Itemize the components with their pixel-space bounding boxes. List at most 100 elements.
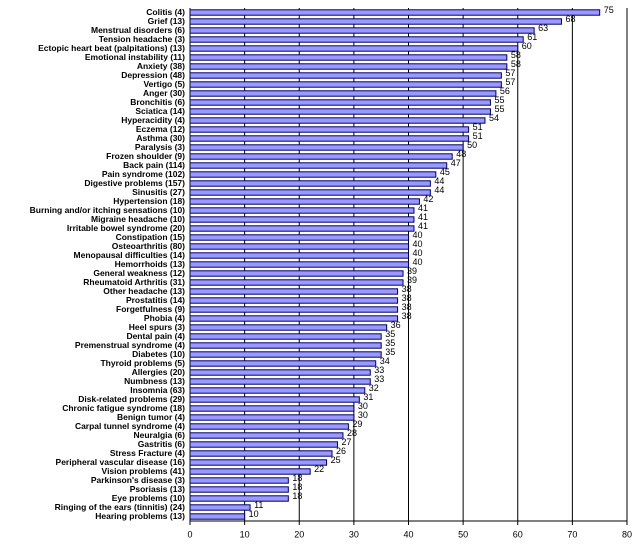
y-tick-label: Anger (30) (143, 88, 185, 98)
data-label: 40 (413, 257, 423, 267)
bar (189, 135, 470, 142)
y-tick-label: Frozen shoulder (9) (106, 151, 185, 161)
data-label: 40 (413, 239, 423, 249)
x-tick-label: 60 (513, 529, 523, 539)
bar (189, 387, 366, 394)
bar (189, 117, 486, 124)
data-label: 39 (407, 266, 417, 276)
y-tick-label: Other headache (13) (103, 286, 185, 296)
y-tick-label: Stress Fracture (4) (110, 448, 185, 458)
y-tick-label: Forgetfulness (9) (116, 304, 185, 314)
data-label: 50 (467, 140, 477, 150)
y-tick-label: Heel spurs (3) (129, 322, 185, 332)
data-label: 68 (565, 14, 575, 24)
bar (189, 432, 344, 439)
y-tick-label: Phobia (4) (144, 313, 185, 323)
bar (189, 495, 289, 502)
bar (189, 414, 355, 421)
bar (189, 288, 399, 295)
y-tick-label: Eczema (12) (136, 124, 185, 134)
bar (189, 45, 519, 52)
bar (189, 234, 409, 241)
y-tick-label: Osteoarthritis (80) (112, 241, 185, 251)
data-label: 11 (254, 500, 263, 510)
bar (189, 153, 453, 160)
bar (189, 9, 601, 16)
y-tick-label: Dental pain (4) (126, 331, 185, 341)
bar (189, 342, 382, 349)
y-tick-label: General weakness (12) (93, 268, 185, 278)
bar (189, 441, 338, 448)
bar (189, 369, 371, 376)
data-label: 18 (292, 482, 302, 492)
y-tick-label: Pain syndrome (102) (102, 169, 185, 179)
data-label: 26 (336, 446, 346, 456)
y-tick-label: Bronchitis (6) (130, 97, 185, 107)
data-label: 51 (473, 131, 483, 141)
y-tick-label: Ringing of the ears (tinnitis) (24) (55, 502, 186, 512)
bar (189, 207, 415, 214)
bar (189, 90, 497, 97)
y-tick-label: Vision problems (41) (102, 466, 186, 476)
y-tick-label: Hyperacidity (4) (121, 115, 185, 125)
data-label: 60 (522, 41, 532, 51)
bar (189, 450, 333, 457)
data-label: 10 (249, 509, 259, 519)
y-tick-label: Numbness (13) (124, 376, 185, 386)
data-label: 38 (402, 311, 412, 321)
y-tick-label: Chronic fatigue syndrome (18) (62, 403, 185, 413)
bar (189, 477, 289, 484)
bar (189, 54, 508, 61)
data-label: 75 (604, 5, 614, 15)
data-label: 35 (385, 329, 395, 339)
y-tick-label: Gastritis (6) (138, 439, 185, 449)
bar (189, 225, 415, 232)
data-label: 55 (494, 95, 504, 105)
bar (189, 180, 431, 187)
data-label: 47 (451, 158, 461, 168)
bar (189, 459, 328, 466)
y-tick-label: Asthma (30) (136, 133, 185, 143)
bar (189, 306, 399, 313)
bar (189, 351, 382, 358)
x-tick-label: 70 (567, 529, 577, 539)
y-tick-label: Sciatica (14) (135, 106, 185, 116)
bar (189, 324, 388, 331)
data-label: 30 (358, 401, 368, 411)
y-tick-label: Carpal tunnel syndrome (4) (75, 421, 185, 431)
y-tick-label: Disk-related problems (29) (78, 394, 185, 404)
bar (189, 216, 415, 223)
data-label: 22 (314, 464, 324, 474)
y-tick-label: Digestive problems (157) (84, 178, 185, 188)
y-tick-label: Menopausal difficulties (14) (74, 250, 186, 260)
y-tick-label: Sinusitis (27) (132, 187, 185, 197)
y-tick-label: Burning and/or itching sensations (10) (30, 205, 186, 215)
data-label: 44 (434, 176, 444, 186)
bar (189, 468, 311, 475)
bar (189, 315, 399, 322)
data-label: 18 (292, 491, 302, 501)
data-label: 32 (369, 383, 379, 393)
data-label: 33 (374, 365, 384, 375)
y-tick-label: Hypertension (18) (113, 196, 185, 206)
data-label: 55 (494, 104, 504, 114)
data-label: 38 (402, 284, 412, 294)
y-tick-label: Hearing problems (13) (95, 511, 185, 521)
bar (189, 513, 246, 520)
data-label: 31 (363, 392, 373, 402)
data-label: 41 (418, 203, 428, 213)
bar (189, 108, 491, 115)
bar (189, 297, 399, 304)
data-label: 27 (341, 437, 351, 447)
y-tick-label: Peripheral vascular disease (16) (56, 457, 186, 467)
data-label: 48 (456, 149, 466, 159)
bar (189, 198, 420, 205)
x-tick-label: 80 (622, 529, 632, 539)
data-label: 35 (385, 347, 395, 357)
bar (189, 36, 524, 43)
bar (189, 27, 535, 34)
y-tick-label: Irritable bowel syndrome (20) (67, 223, 185, 233)
y-tick-label: Constipation (15) (116, 232, 186, 242)
data-label: 41 (418, 212, 428, 222)
